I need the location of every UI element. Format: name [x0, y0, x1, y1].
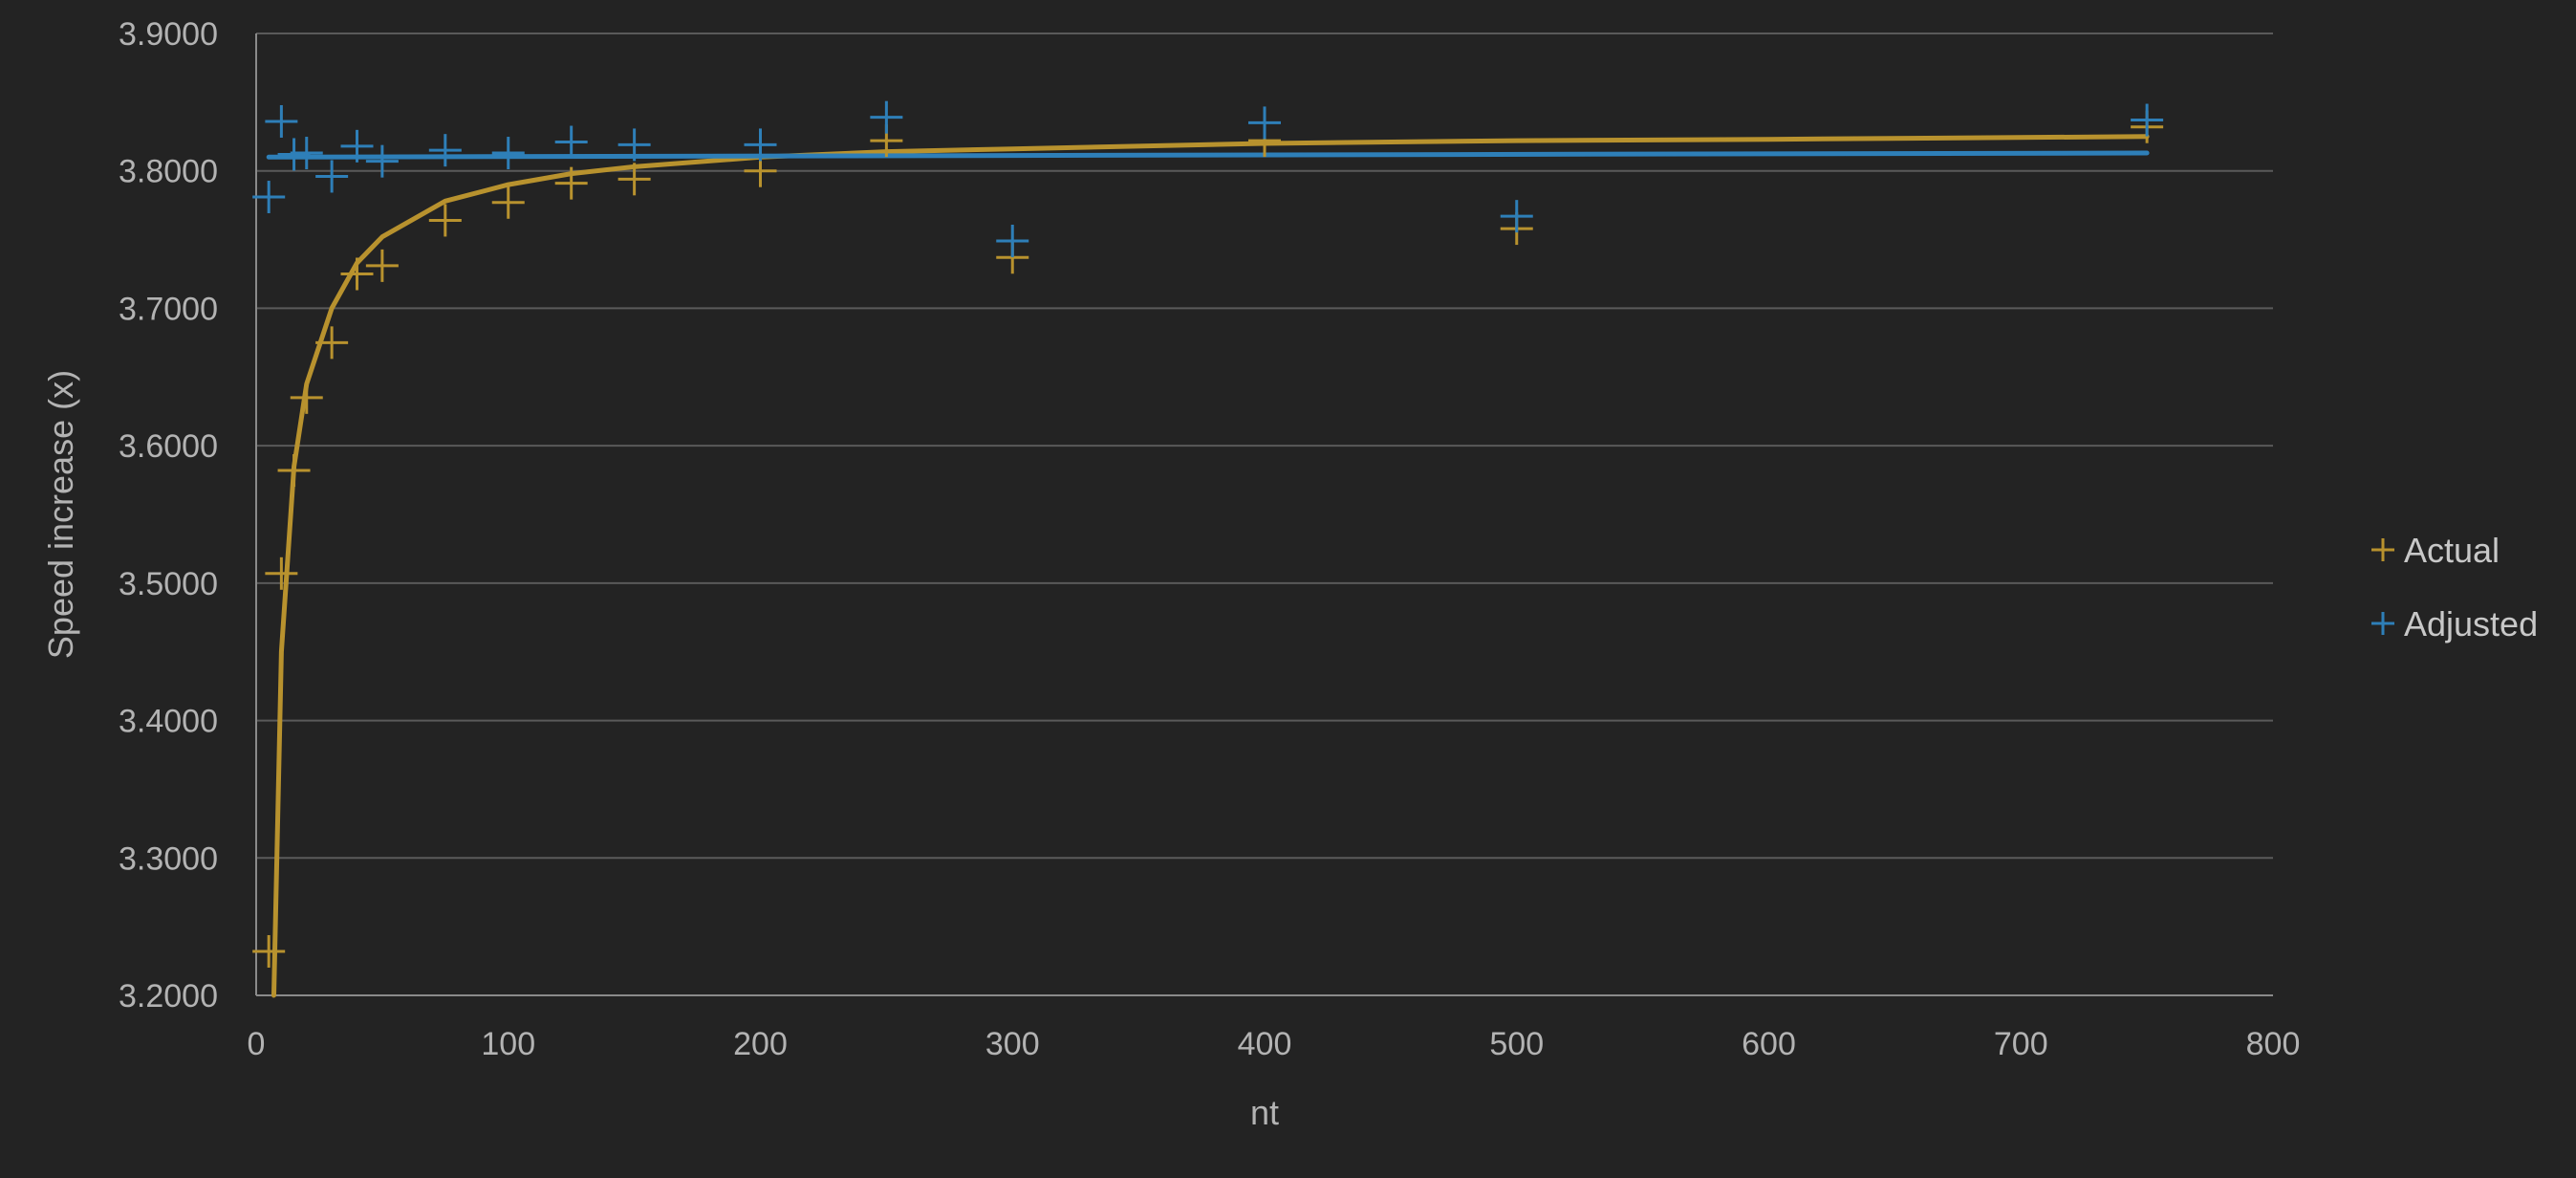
y-tick-label: 3.4000 — [119, 704, 218, 740]
data-point-adjusted — [365, 144, 399, 178]
data-point-adjusted — [554, 125, 588, 159]
y-tick-label: 3.5000 — [119, 566, 218, 602]
x-tick-label: 0 — [248, 1026, 266, 1062]
x-tick-label: 600 — [1742, 1026, 1796, 1062]
trendlines — [266, 134, 2150, 998]
data-point-actual — [290, 381, 323, 414]
data-point-adjusted — [744, 128, 777, 162]
y-axis-title: Speed increase (x) — [41, 370, 80, 659]
x-tick-label: 700 — [1994, 1026, 2048, 1062]
data-point-actual — [428, 204, 462, 237]
data-point-adjusted — [315, 160, 349, 193]
data-point-adjusted — [617, 128, 651, 162]
x-tick-label: 300 — [985, 1026, 1040, 1062]
data-point-adjusted — [340, 129, 374, 163]
y-tick-label: 3.3000 — [119, 840, 218, 877]
data-point-adjusted — [290, 137, 323, 170]
data-point-actual — [340, 257, 374, 291]
data-point-adjusted — [428, 134, 462, 167]
data-point-adjusted — [1500, 200, 1533, 233]
data-point-adjusted — [252, 181, 286, 214]
data-point-adjusted — [1248, 106, 1281, 140]
data-point-actual — [554, 166, 588, 200]
x-tick-label: 800 — [2246, 1026, 2301, 1062]
data-point-adjusted — [265, 104, 298, 138]
x-tick-labels: 0 100 200 300 400 500 600 700 800 — [248, 1026, 2301, 1062]
legend-label: Actual — [2404, 531, 2500, 570]
axes — [255, 33, 2273, 996]
data-point-adjusted — [870, 100, 903, 134]
y-tick-label: 3.9000 — [119, 16, 218, 53]
y-tick-label: 3.2000 — [119, 978, 218, 1014]
y-tick-label: 3.6000 — [119, 428, 218, 465]
data-point-actual — [491, 185, 525, 219]
y-tick-labels: 3.2000 3.3000 3.4000 3.5000 3.6000 3.7000 3.80… — [119, 16, 218, 1014]
y-tick-label: 3.8000 — [119, 154, 218, 190]
data-point-actual — [617, 163, 651, 196]
x-tick-label: 200 — [733, 1026, 788, 1062]
trendline-actual — [271, 134, 2150, 998]
legend-item-adjusted: Adjusted — [2371, 604, 2538, 644]
x-tick-label: 500 — [1489, 1026, 1544, 1062]
x-tick-label: 100 — [481, 1026, 535, 1062]
data-point-actual — [252, 935, 286, 969]
x-tick-label: 400 — [1238, 1026, 1292, 1062]
data-point-adjusted — [996, 225, 1029, 258]
legend-item-actual: Actual — [2371, 531, 2500, 570]
data-point-actual — [315, 326, 349, 360]
data-point-actual — [277, 454, 311, 488]
data-point-actual — [265, 556, 298, 590]
trendline-adjusted — [266, 150, 2150, 160]
data-point-adjusted — [2131, 103, 2164, 137]
legend: Actual Adjusted — [2371, 531, 2538, 644]
data-point-adjusted — [491, 137, 525, 170]
data-point-actual — [365, 249, 399, 282]
data-points — [252, 100, 2164, 969]
y-tick-label: 3.7000 — [119, 291, 218, 327]
x-axis-title: nt — [1250, 1093, 1279, 1132]
legend-label: Adjusted — [2404, 604, 2538, 644]
